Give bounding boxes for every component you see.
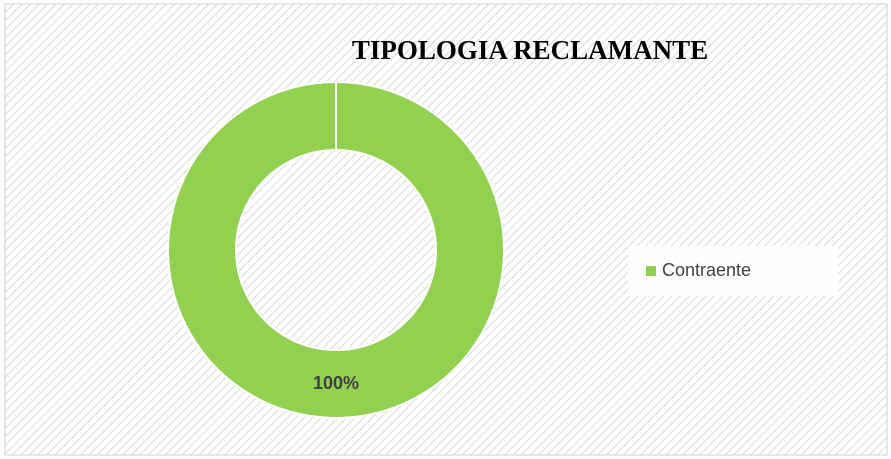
slice [167, 80, 505, 419]
legend-label: Contraente [662, 260, 751, 280]
data-label: 100% [313, 373, 359, 393]
legend-marker [646, 266, 656, 276]
legend [628, 246, 838, 296]
chart-title: TIPOLOGIA RECLAMANTE [352, 35, 708, 65]
